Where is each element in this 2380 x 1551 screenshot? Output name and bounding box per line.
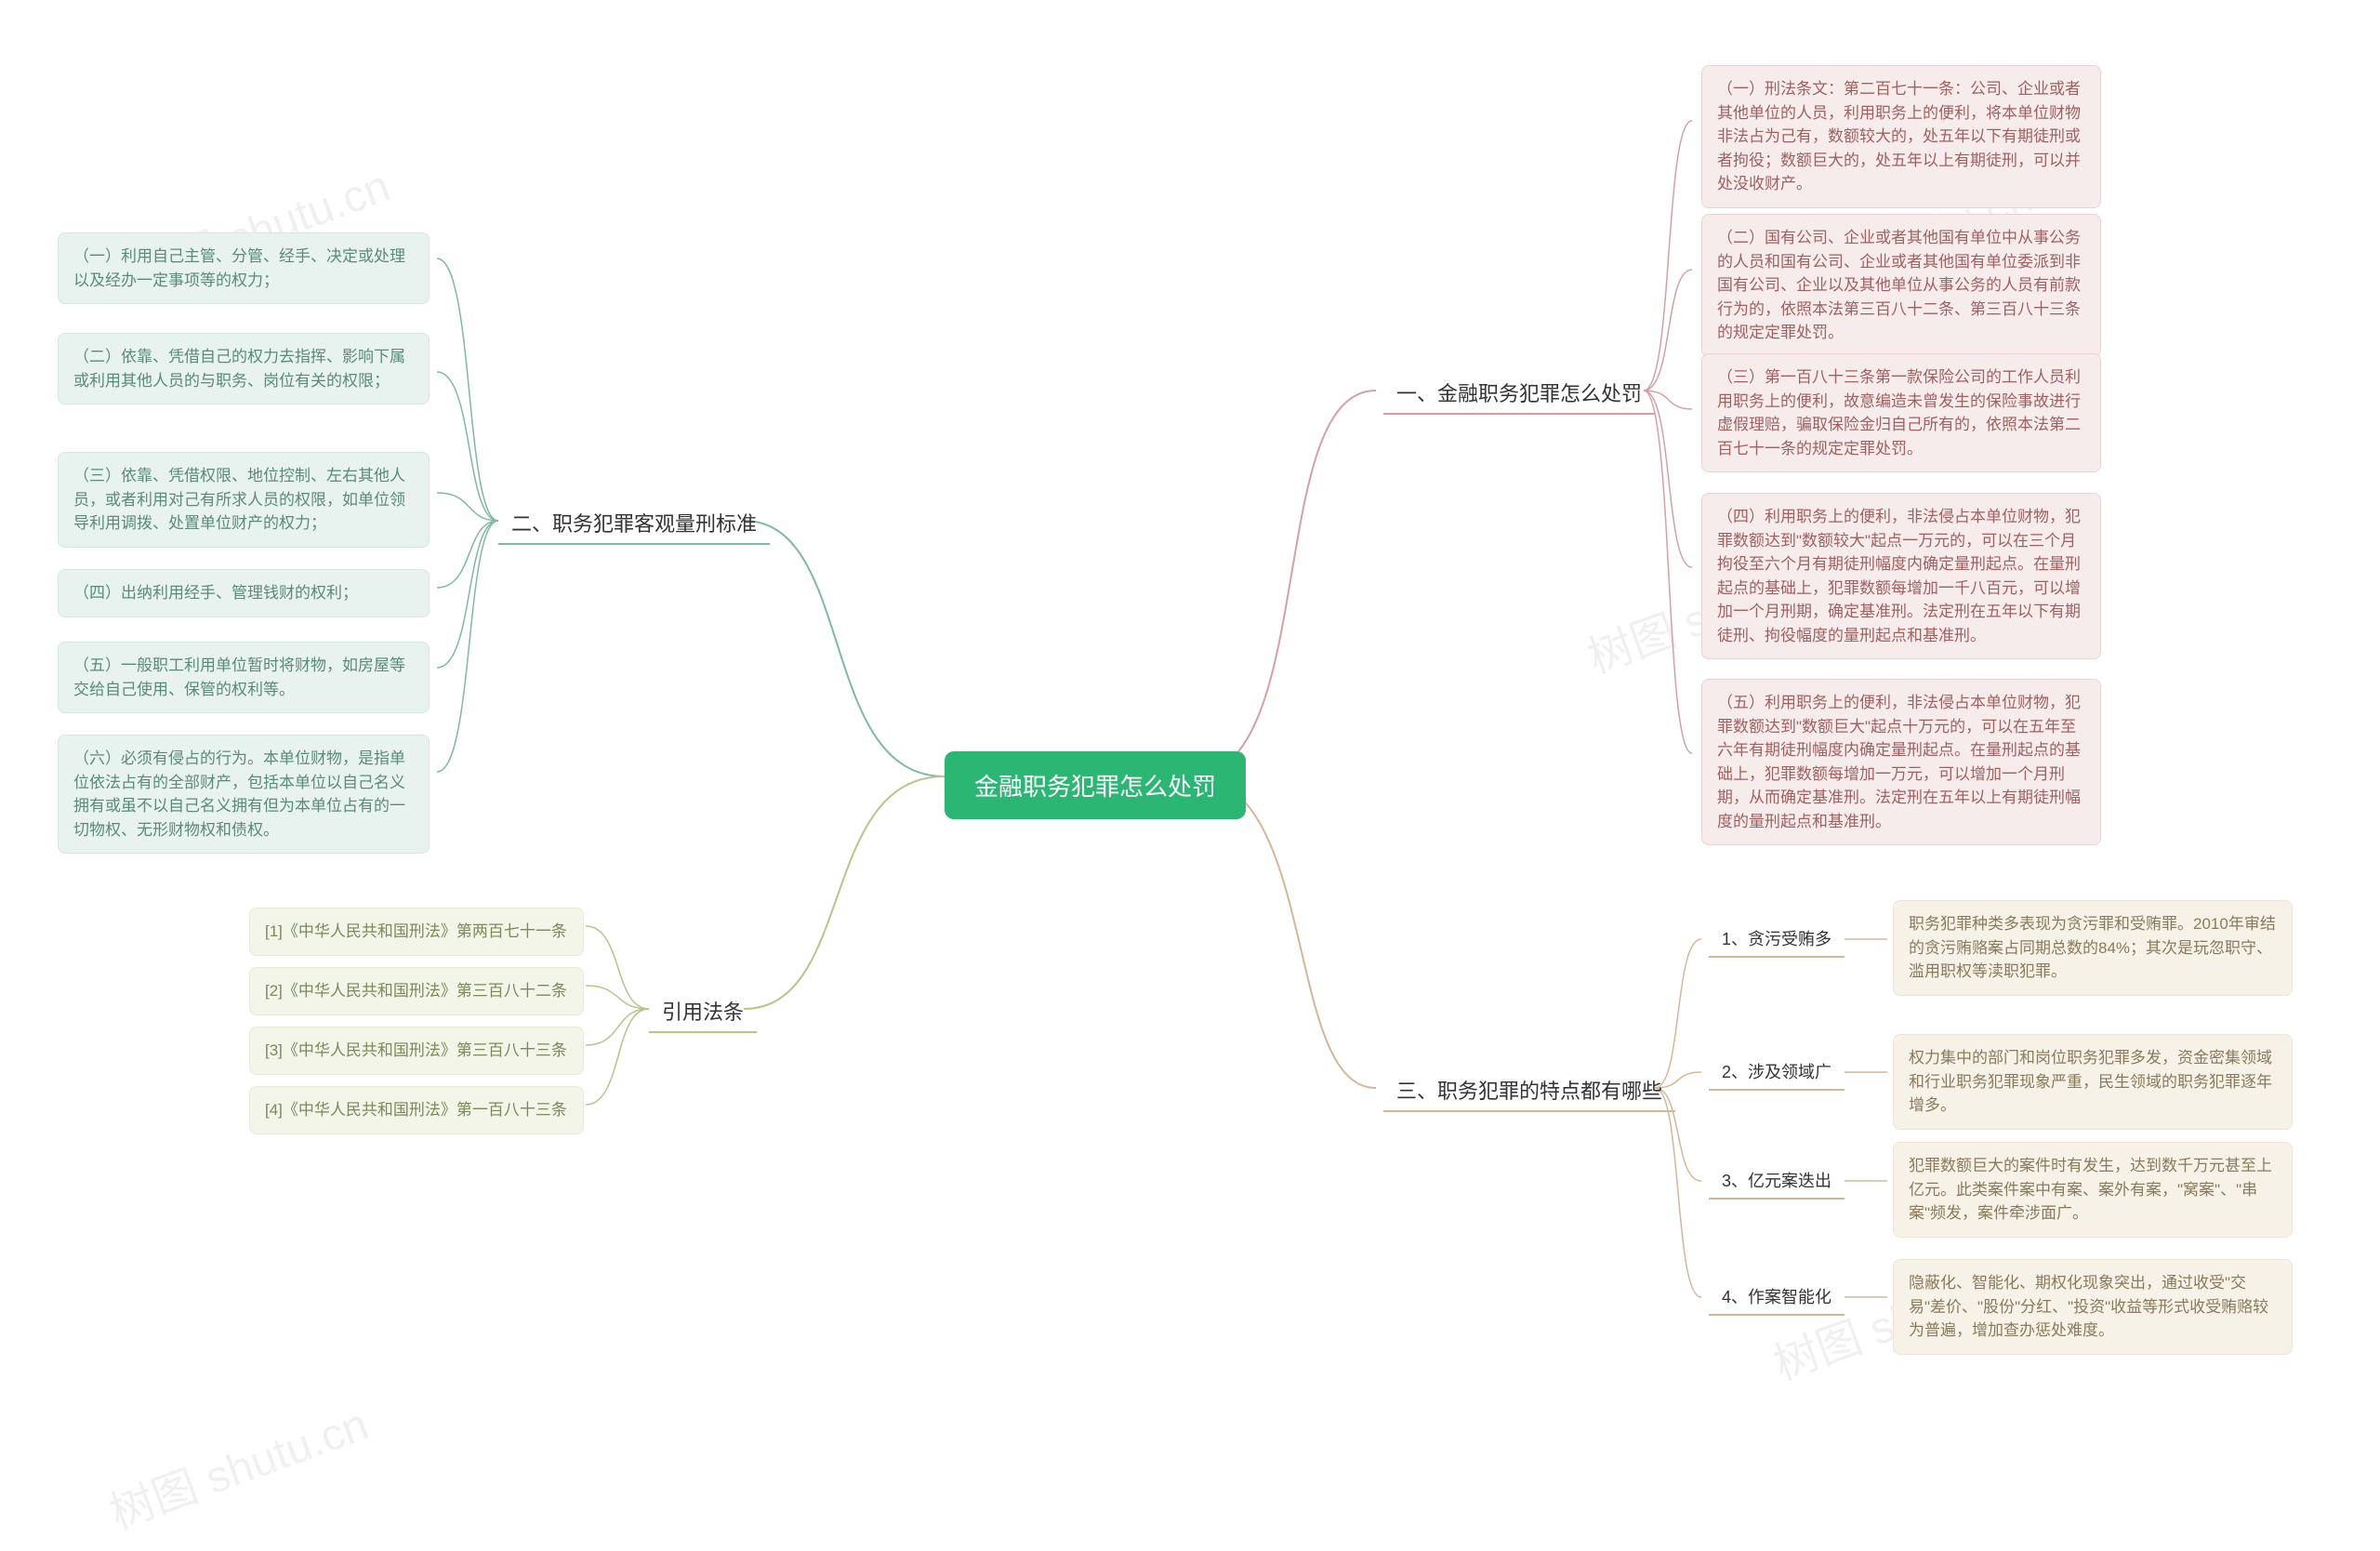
b3-sub-1[interactable]: 1、贪污受贿多 — [1709, 921, 1844, 958]
b1-leaf-2: （二）国有公司、企业或者其他国有单位中从事公务的人员和国有公司、企业或者其他国有… — [1701, 214, 2101, 357]
root-node[interactable]: 金融职务犯罪怎么处罚 — [945, 751, 1246, 819]
b3-sub-2[interactable]: 2、涉及领域广 — [1709, 1054, 1844, 1091]
b2-leaf-4: （四）出纳利用经手、管理钱财的权利； — [58, 569, 430, 617]
b4-leaf-2: [2]《中华人民共和国刑法》第三百八十二条 — [249, 967, 584, 1015]
b2-leaf-2: （二）依靠、凭借自己的权力去指挥、影响下属或利用其他人员的与职务、岗位有关的权限… — [58, 333, 430, 404]
b1-leaf-5: （五）利用职务上的便利，非法侵占本单位财物，犯罪数额达到"数额巨大"起点十万元的… — [1701, 679, 2101, 845]
b3-sub-4[interactable]: 4、作案智能化 — [1709, 1279, 1844, 1316]
b3-desc-3: 犯罪数额巨大的案件时有发生，达到数千万元甚至上亿元。此类案件案中有案、案外有案，… — [1893, 1142, 2293, 1238]
b2-leaf-1: （一）利用自己主管、分管、经手、决定或处理以及经办一定事项等的权力； — [58, 232, 430, 304]
b3-desc-2: 权力集中的部门和岗位职务犯罪多发，资金密集领域和行业职务犯罪现象严重，民生领域的… — [1893, 1034, 2293, 1130]
branch-law[interactable]: 引用法条 — [649, 990, 757, 1033]
b4-leaf-1: [1]《中华人民共和国刑法》第两百七十一条 — [249, 908, 584, 956]
b4-leaf-4: [4]《中华人民共和国刑法》第一百八十三条 — [249, 1086, 584, 1134]
b2-leaf-6: （六）必须有侵占的行为。本单位财物，是指单位依法占有的全部财产，包括本单位以自己… — [58, 735, 430, 854]
b1-leaf-1: （一）刑法条文：第二百七十一条：公司、企业或者其他单位的人员，利用职务上的便利，… — [1701, 65, 2101, 208]
b3-sub-3[interactable]: 3、亿元案迭出 — [1709, 1162, 1844, 1200]
b2-leaf-3: （三）依靠、凭借权限、地位控制、左右其他人员，或者利用对己有所求人员的权限，如单… — [58, 452, 430, 548]
b4-leaf-3: [3]《中华人民共和国刑法》第三百八十三条 — [249, 1027, 584, 1075]
branch-features[interactable]: 三、职务犯罪的特点都有哪些 — [1383, 1069, 1675, 1112]
b1-leaf-3: （三）第一百八十三条第一款保险公司的工作人员利用职务上的便利，故意编造未曾发生的… — [1701, 353, 2101, 472]
branch-penalty[interactable]: 一、金融职务犯罪怎么处罚 — [1383, 372, 1655, 415]
branch-standard[interactable]: 二、职务犯罪客观量刑标准 — [498, 502, 770, 545]
b1-leaf-4: （四）利用职务上的便利，非法侵占本单位财物，犯罪数额达到"数额较大"起点一万元的… — [1701, 493, 2101, 659]
b3-desc-4: 隐蔽化、智能化、期权化现象突出，通过收受"交易"差价、"股份"分红、"投资"收益… — [1893, 1259, 2293, 1355]
b3-desc-1: 职务犯罪种类多表现为贪污罪和受贿罪。2010年审结的贪污贿赂案占同期总数的84%… — [1893, 900, 2293, 996]
b2-leaf-5: （五）一般职工利用单位暂时将财物，如房屋等交给自己使用、保管的权利等。 — [58, 642, 430, 713]
